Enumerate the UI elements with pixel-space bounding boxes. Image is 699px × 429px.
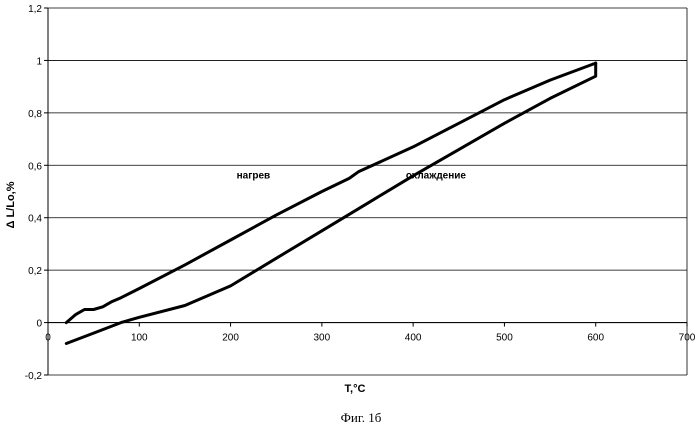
x-axis-label: T,°C [345,383,366,395]
series-heating-line [66,63,595,323]
y-tick-label: 1 [36,56,42,67]
annotation-cooling: охлаждение [406,170,467,181]
annotation-heating: нагрев [237,170,271,181]
x-tick-label: 300 [314,333,331,344]
x-tick-label: 100 [131,333,148,344]
figure-caption: Фиг. 1б [341,410,382,425]
series-cooling-line [66,63,595,343]
y-tick-label: -0,2 [25,371,43,382]
x-tick-label: 400 [405,333,422,344]
x-tick-label: 0 [45,333,51,344]
x-tick-label: 200 [222,333,239,344]
y-tick-label: 0,6 [28,161,42,172]
y-tick-label: 0 [36,319,42,330]
y-axis-label: Δ L/Lo,% [5,181,17,228]
y-tick-label: 0,2 [28,266,42,277]
y-tick-label: 1,2 [28,4,42,15]
x-tick-label: 600 [587,333,604,344]
y-tick-label: 0,4 [28,214,42,225]
x-tick-label: 500 [496,333,513,344]
y-tick-label: 0,8 [28,109,42,120]
x-tick-label: 700 [679,333,696,344]
